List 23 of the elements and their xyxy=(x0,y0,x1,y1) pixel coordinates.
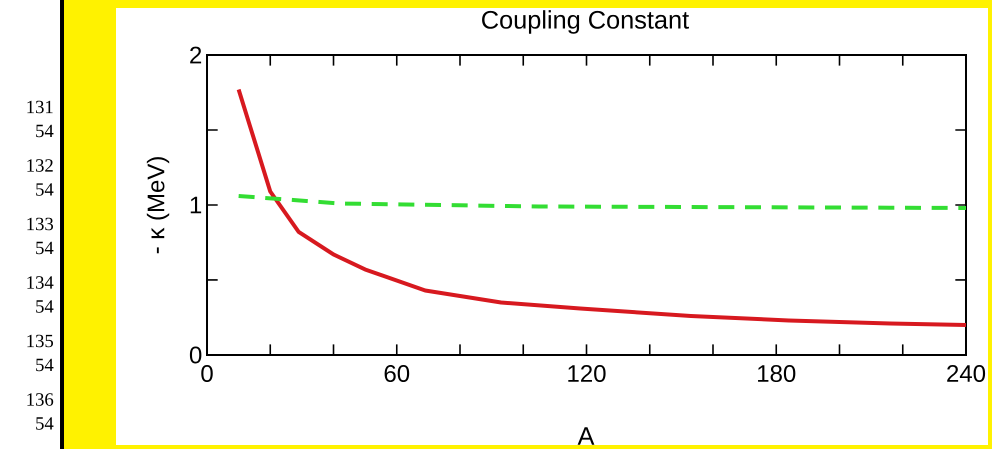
text: 54 xyxy=(36,242,54,254)
y-tick-label: 1 xyxy=(190,196,202,214)
x-tick-label: 120 xyxy=(568,365,606,382)
text: 136 xyxy=(27,393,54,406)
y-tick-label: 2 xyxy=(190,46,202,64)
chart-title: Coupling Constant xyxy=(482,10,689,34)
text: 54 xyxy=(36,300,54,313)
text: 132 xyxy=(27,159,53,172)
text: 134 xyxy=(27,276,54,289)
x-tick-label: 60 xyxy=(384,365,410,382)
text: 133 xyxy=(27,218,54,230)
text: 54 xyxy=(36,124,54,138)
text: 54 xyxy=(36,417,54,430)
text: 54 xyxy=(36,183,54,196)
text: 135 xyxy=(27,334,54,348)
x-axis-title: A xyxy=(578,427,594,445)
text: 54 xyxy=(36,358,54,372)
y-axis-title: - κ (MeV) xyxy=(146,157,170,254)
x-tick-label: 180 xyxy=(758,365,796,382)
y-tick-label: 0 xyxy=(190,346,202,364)
x-tick-label: 0 xyxy=(201,365,213,382)
text: 131 xyxy=(27,100,53,114)
x-tick-label: 240 xyxy=(947,365,986,382)
